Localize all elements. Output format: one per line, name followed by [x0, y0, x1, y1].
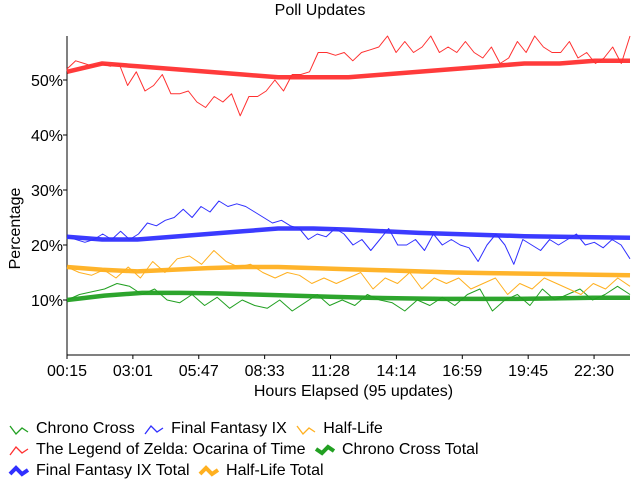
- x-tick-label: 05:47: [179, 363, 219, 380]
- x-tick-label: 03:01: [113, 363, 153, 380]
- chart-title: Poll Updates: [274, 2, 366, 19]
- x-axis-label: Hours Elapsed (95 updates): [254, 383, 453, 400]
- y-tick-label: 20%: [31, 238, 63, 255]
- x-tick-label: 19:45: [508, 363, 548, 380]
- legend-item-final-fantasy-ix: Final Fantasy IX: [143, 418, 287, 440]
- legend-item-zelda: The Legend of Zelda: Ocarina of Time: [8, 439, 305, 461]
- legend-label: Final Fantasy IX Total: [36, 462, 190, 479]
- series-total-icon: [8, 464, 30, 477]
- series-line-icon: [9, 425, 29, 435]
- series-line-the-legend-of-zelda-ocarina-of-time: [66, 35, 631, 117]
- legend: Chrono Cross Final Fantasy IX Half-Life …: [8, 418, 483, 481]
- legend-label: Chrono Cross Total: [341, 441, 479, 458]
- legend-label: The Legend of Zelda: Ocarina of Time: [36, 441, 306, 458]
- y-tick-label: 50%: [31, 73, 63, 90]
- series-line-icon: [9, 445, 29, 456]
- series-line-final-fantasy-ix: [66, 200, 631, 265]
- y-tick-label: 10%: [31, 293, 63, 310]
- x-tick-label: 11:28: [311, 363, 350, 380]
- series-total-icon: [314, 444, 336, 456]
- legend-row: Final Fantasy IX Total Half-Life Total: [8, 460, 483, 481]
- series-line-icon: [144, 424, 164, 435]
- legend-label: Chrono Cross: [36, 420, 135, 437]
- y-axis-label: Percentage: [7, 187, 24, 269]
- legend-label: Half-Life Total: [226, 462, 324, 479]
- line-chart: 10% 20% 30% 40% 50% 00:15 03:01 05:47 08:33 11:28…: [7, 35, 631, 400]
- legend-item-final-fantasy-ix-total: Final Fantasy IX Total: [8, 460, 190, 482]
- series-line-chrono-cross-total: [66, 290, 630, 303]
- series-line-icon: [296, 425, 316, 435]
- y-tick-label: 30%: [31, 183, 63, 200]
- legend-item-half-life-total: Half-Life Total: [198, 460, 324, 482]
- x-tick-label: 00:15: [47, 363, 87, 380]
- series-line-half-life: [66, 250, 631, 295]
- series-line-the-legend-of-zelda-ocarina-of-time-total: [66, 58, 630, 80]
- x-tick-label: 22:30: [574, 363, 614, 380]
- legend-label: Half-Life: [323, 420, 383, 437]
- x-tick-label: 14:14: [376, 363, 416, 380]
- legend-item-chrono-cross-total: Chrono Cross Total: [314, 439, 479, 461]
- legend-row: Chrono Cross Final Fantasy IX Half-Life: [8, 418, 483, 439]
- y-tick-label: 40%: [31, 128, 63, 145]
- x-tick-label: 08:33: [245, 363, 285, 380]
- series-line-half-life-total: [66, 264, 631, 278]
- legend-row: The Legend of Zelda: Ocarina of Time Chr…: [8, 439, 483, 460]
- series-total-icon: [198, 464, 220, 477]
- legend-item-chrono-cross: Chrono Cross: [8, 418, 135, 440]
- x-tick-label: 16:59: [442, 363, 482, 380]
- legend-label: Final Fantasy IX: [171, 420, 287, 437]
- legend-item-half-life: Half-Life: [295, 418, 383, 440]
- series-line-chrono-cross: [66, 283, 631, 312]
- series-line-final-fantasy-ix-total: [66, 226, 631, 242]
